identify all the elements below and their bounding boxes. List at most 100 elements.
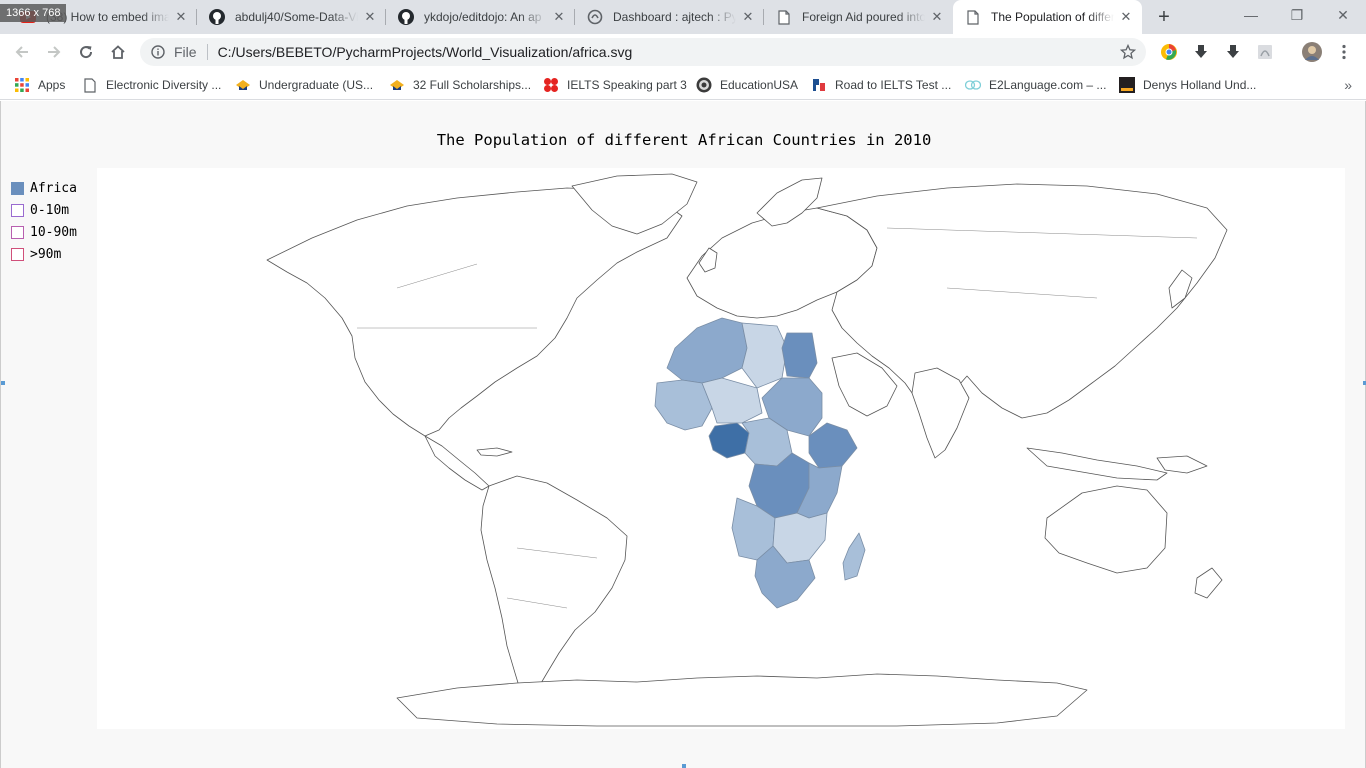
border-line: [506, 597, 568, 609]
bookmarks-overflow-button[interactable]: »: [1344, 77, 1352, 93]
africa-west: [654, 379, 713, 431]
indonesia: [1026, 447, 1168, 481]
bookmark-road-to-ielts[interactable]: Road to IELTS Test ...: [811, 75, 951, 95]
legend-label: >90m: [30, 246, 62, 262]
central-america: [424, 435, 490, 491]
legend-label: 10-90m: [30, 224, 77, 240]
bookmark-electronic-diversity[interactable]: Electronic Diversity ...: [82, 75, 221, 95]
page-icon: [82, 77, 98, 93]
road-icon: [811, 77, 827, 93]
tab-title: ykdojo/editdojo: An ap: [424, 10, 542, 24]
africa-sahel: [701, 377, 763, 424]
download-icon[interactable]: [1191, 42, 1211, 62]
reload-button[interactable]: [72, 38, 100, 66]
bookmark-e2language[interactable]: E2Language.com – ...: [965, 75, 1106, 95]
south-america: [480, 475, 628, 707]
africa-sahara: [741, 322, 788, 389]
omnibox-divider: [206, 44, 208, 60]
legend-item-0-10m[interactable]: 0-10m: [11, 199, 77, 221]
uk: [698, 247, 718, 273]
minimize-button[interactable]: —: [1244, 7, 1258, 23]
bookmark-undergraduate[interactable]: Undergraduate (US...: [235, 75, 373, 95]
close-icon[interactable]: ✕: [364, 9, 376, 24]
tab-dashboard[interactable]: Dashboard : ajtech : Pyt ✕: [575, 0, 764, 34]
download-icon[interactable]: [1223, 42, 1243, 62]
resize-handle[interactable]: [1363, 381, 1366, 385]
reload-icon: [80, 46, 93, 59]
new-tab-button[interactable]: +: [1158, 5, 1170, 28]
bookmark-label: IELTS Speaking part 3: [567, 78, 687, 92]
resize-handle[interactable]: [1, 381, 5, 385]
bookmark-label: Electronic Diversity ...: [106, 78, 222, 92]
profile-avatar[interactable]: [1302, 42, 1322, 62]
close-icon[interactable]: ✕: [1120, 9, 1132, 24]
tab-title: The Population of differ: [991, 10, 1114, 24]
legend-label: Africa: [30, 180, 77, 196]
chrome-extension-icon[interactable]: [1159, 42, 1179, 62]
legend-item-10-90m[interactable]: 10-90m: [11, 221, 77, 243]
maximize-button[interactable]: ❐: [1290, 6, 1304, 23]
bookmark-label: E2Language.com – ...: [989, 78, 1107, 92]
legend-swatch: [11, 247, 24, 261]
resize-handle[interactable]: [682, 764, 686, 768]
seal-icon: [696, 77, 712, 93]
info-icon[interactable]: [150, 44, 166, 60]
tab-foreign-aid[interactable]: Foreign Aid poured into ✕: [764, 0, 953, 34]
south-africa: [754, 545, 816, 609]
home-icon: [111, 45, 125, 59]
world-map: [97, 168, 1345, 729]
github-icon: [398, 9, 414, 25]
caribbean: [476, 447, 513, 457]
bookmarks-bar: Apps Electronic Diversity ... Undergradu…: [0, 70, 1366, 100]
ielts-icon: [543, 77, 559, 93]
close-icon[interactable]: ✕: [553, 9, 565, 24]
bookmark-apps[interactable]: Apps: [14, 75, 65, 95]
bookmark-ielts-speaking[interactable]: IELTS Speaking part 3: [543, 75, 687, 95]
bookmark-star-icon[interactable]: [1119, 43, 1137, 60]
tab-strip: 1366 x 768 (38) How to embed ima ✕ abdul…: [0, 0, 1366, 34]
bookmark-label: 32 Full Scholarships...: [413, 78, 532, 92]
japan: [1168, 269, 1193, 309]
ethiopia: [808, 422, 858, 469]
legend-label: 0-10m: [30, 202, 70, 218]
bookmark-denys-holland[interactable]: Denys Holland Und...: [1119, 75, 1256, 95]
legend-swatch: [11, 181, 24, 195]
bookmark-label: EducationUSA: [720, 78, 799, 92]
legend-item-over-90m[interactable]: >90m: [11, 243, 77, 265]
forward-button[interactable]: [40, 38, 68, 66]
scholarship-icon: [389, 77, 405, 93]
new-guinea: [1156, 455, 1208, 474]
tab-title: Foreign Aid poured into: [802, 10, 925, 24]
url-text[interactable]: C:/Users/BEBETO/PycharmProjects/World_Vi…: [217, 44, 633, 60]
tab-separator: [574, 9, 575, 25]
chart-legend: Africa 0-10m 10-90m >90m: [11, 177, 77, 265]
legend-item-africa[interactable]: Africa: [11, 177, 77, 199]
back-button[interactable]: [8, 38, 36, 66]
more-menu-icon[interactable]: [1334, 42, 1354, 62]
bookmark-32-full-scholarships[interactable]: 32 Full Scholarships...: [389, 75, 531, 95]
world-map-plot: [97, 168, 1345, 729]
asia: [816, 183, 1228, 419]
tab-separator: [385, 9, 386, 25]
close-icon[interactable]: ✕: [742, 9, 754, 24]
arabia: [831, 352, 898, 417]
page-icon: [776, 9, 792, 25]
back-arrow-icon: [15, 46, 28, 58]
uol-icon: [1119, 77, 1135, 93]
close-icon[interactable]: ✕: [931, 9, 943, 24]
tab-github-editdojo[interactable]: ykdojo/editdojo: An ap ✕: [386, 0, 575, 34]
tab-population-active[interactable]: The Population of differ ✕: [953, 0, 1142, 34]
bookmark-educationusa[interactable]: EducationUSA: [696, 75, 798, 95]
bookmark-label: Apps: [38, 78, 66, 92]
svg-viewer-page: The Population of different African Coun…: [0, 101, 1366, 768]
close-icon[interactable]: ✕: [175, 9, 187, 24]
egypt: [781, 332, 818, 379]
tab-github-abdulj40[interactable]: abdulj40/Some-Data-Vi ✕: [197, 0, 386, 34]
pdf-extension-icon[interactable]: [1255, 42, 1275, 62]
tab-title: abdulj40/Some-Data-Vi: [235, 10, 358, 24]
close-window-button[interactable]: ✕: [1337, 6, 1349, 23]
home-button[interactable]: [104, 38, 132, 66]
page-icon: [965, 9, 981, 25]
madagascar: [842, 532, 866, 581]
address-bar[interactable]: File C:/Users/BEBETO/PycharmProjects/Wor…: [140, 38, 1146, 66]
